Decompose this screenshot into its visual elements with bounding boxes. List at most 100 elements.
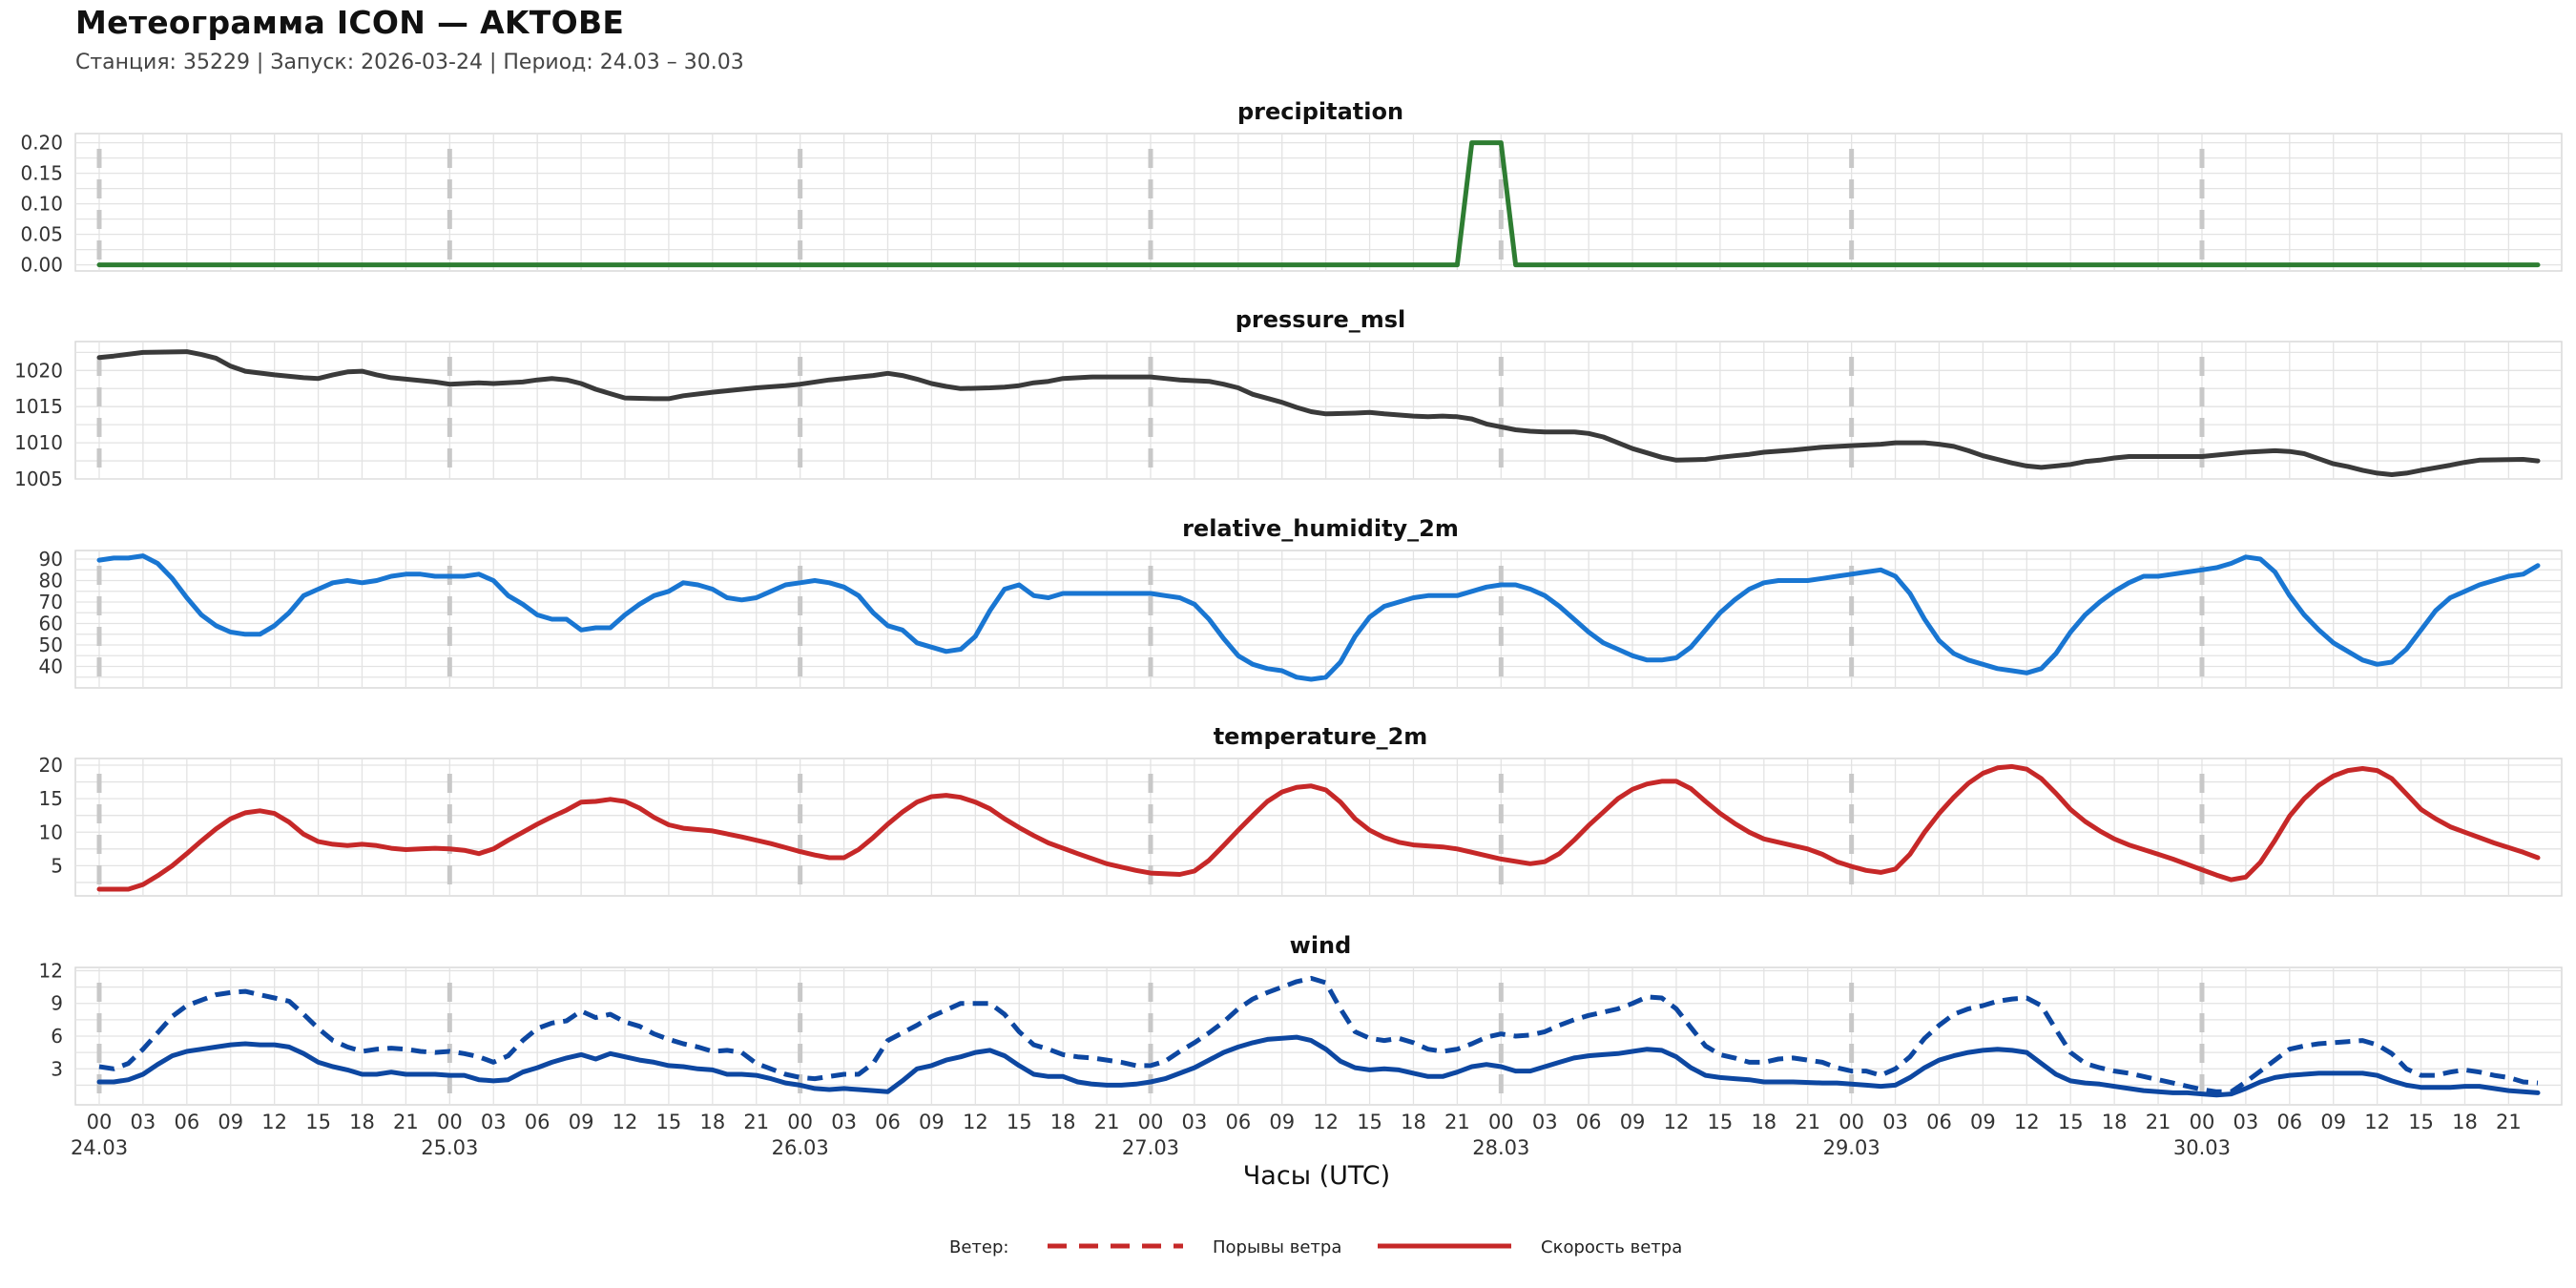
y-tick-label: 60 bbox=[39, 613, 63, 635]
x-tick-hour-label: 09 bbox=[1269, 1111, 1295, 1133]
x-tick-hour-label: 12 bbox=[613, 1111, 638, 1133]
x-tick-hour-label: 21 bbox=[2146, 1111, 2171, 1133]
x-tick-hour-label: 00 bbox=[1488, 1111, 1514, 1133]
x-tick-hour-label: 03 bbox=[831, 1111, 857, 1133]
y-tick-label: 9 bbox=[51, 992, 63, 1015]
x-tick-hour-label: 03 bbox=[481, 1111, 507, 1133]
x-tick-day-label: 29.03 bbox=[1823, 1136, 1880, 1159]
series-line-temperature_2m bbox=[96, 763, 2541, 892]
y-tick-label: 80 bbox=[39, 570, 63, 592]
x-tick-hour-label: 15 bbox=[1357, 1111, 1382, 1133]
x-tick-hour-label: 18 bbox=[1751, 1111, 1776, 1133]
y-tick-label: 5 bbox=[51, 854, 63, 877]
y-tick-label: 1020 bbox=[14, 359, 63, 382]
x-tick-hour-label: 09 bbox=[919, 1111, 945, 1133]
x-tick-hour-label: 03 bbox=[1882, 1111, 1908, 1133]
x-tick-day-label: 25.03 bbox=[421, 1136, 478, 1159]
series-line-precipitation bbox=[96, 140, 2541, 268]
panel-title-relative_humidity_2m: relative_humidity_2m bbox=[1182, 515, 1459, 542]
x-tick-hour-label: 21 bbox=[2496, 1111, 2522, 1133]
x-tick-hour-label: 12 bbox=[1313, 1111, 1339, 1133]
panel-title-wind: wind bbox=[1290, 932, 1352, 959]
x-tick-day-label: 30.03 bbox=[2173, 1136, 2231, 1159]
y-tick-label: 50 bbox=[39, 634, 63, 656]
x-tick-hour-label: 15 bbox=[1708, 1111, 1734, 1133]
panel-title-temperature_2m: temperature_2m bbox=[1214, 723, 1428, 750]
y-tick-label: 3 bbox=[51, 1057, 63, 1080]
x-tick-hour-label: 12 bbox=[963, 1111, 988, 1133]
x-tick-hour-label: 03 bbox=[1532, 1111, 1558, 1133]
x-tick-hour-label: 09 bbox=[2320, 1111, 2346, 1133]
y-tick-label: 15 bbox=[39, 787, 63, 810]
legend: Ветер: Порывы ветра Скорость ветра bbox=[949, 1237, 1682, 1257]
y-tick-label: 1015 bbox=[14, 395, 63, 418]
y-tick-label: 90 bbox=[39, 548, 63, 571]
panel-frame bbox=[74, 133, 2563, 272]
panel-frame bbox=[74, 550, 2563, 689]
y-tick-label: 0.20 bbox=[20, 132, 63, 155]
x-tick-hour-label: 18 bbox=[699, 1111, 725, 1133]
x-tick-hour-label: 00 bbox=[437, 1111, 463, 1133]
panel-wind: 3 6 9 12 wind bbox=[39, 932, 2563, 1106]
x-tick-hour-label: 06 bbox=[875, 1111, 901, 1133]
chart-title: Метеограмма ICON — AKTOBE bbox=[75, 4, 625, 41]
x-tick-hour-label: 09 bbox=[569, 1111, 594, 1133]
x-tick-hour-label: 06 bbox=[1576, 1111, 1602, 1133]
x-tick-hour-label: 15 bbox=[656, 1111, 682, 1133]
panel-title-precipitation: precipitation bbox=[1237, 98, 1403, 125]
x-tick-hour-label: 18 bbox=[1401, 1111, 1426, 1133]
x-tick-hour-label: 09 bbox=[1970, 1111, 1996, 1133]
x-tick-hour-label: 18 bbox=[2102, 1111, 2128, 1133]
x-tick-hour-label: 18 bbox=[1050, 1111, 1076, 1133]
x-tick-hour-label: 03 bbox=[2233, 1111, 2259, 1133]
x-tick-hour-label: 21 bbox=[743, 1111, 769, 1133]
x-tick-hour-label: 03 bbox=[1182, 1111, 1208, 1133]
x-tick-hour-label: 06 bbox=[174, 1111, 199, 1133]
x-tick-hour-label: 21 bbox=[1094, 1111, 1120, 1133]
legend-label: Порывы ветра bbox=[1213, 1237, 1341, 1257]
series-line-relative_humidity_2m bbox=[96, 553, 2541, 682]
y-tick-label: 0.05 bbox=[20, 223, 63, 246]
y-tick-label: 6 bbox=[51, 1025, 63, 1048]
panel-temperature_2m: 5 10 15 20 temperature_2m bbox=[39, 723, 2563, 897]
x-tick-hour-label: 12 bbox=[2014, 1111, 2040, 1133]
y-tick-label: 0.00 bbox=[20, 254, 63, 277]
x-tick-hour-label: 18 bbox=[349, 1111, 375, 1133]
x-tick-hour-label: 09 bbox=[1620, 1111, 1646, 1133]
legend-title: Ветер: bbox=[949, 1237, 1008, 1257]
x-tick-hour-label: 21 bbox=[1444, 1111, 1470, 1133]
x-tick-day-label: 27.03 bbox=[1122, 1136, 1179, 1159]
panel-precipitation: 0.00 0.05 0.10 0.15 0.20 precipitation bbox=[20, 98, 2563, 277]
y-tick-label: 0.15 bbox=[20, 162, 63, 185]
x-tick-hour-label: 06 bbox=[1926, 1111, 1952, 1133]
series-line-Скорость-ветра bbox=[96, 1034, 2541, 1098]
panel-title-pressure_msl: pressure_msl bbox=[1236, 306, 1406, 333]
x-tick-day-label: 24.03 bbox=[71, 1136, 128, 1159]
x-tick-hour-label: 15 bbox=[1007, 1111, 1032, 1133]
x-tick-hour-label: 12 bbox=[1664, 1111, 1690, 1133]
y-tick-label: 20 bbox=[39, 754, 63, 777]
x-tick-day-label: 26.03 bbox=[772, 1136, 829, 1159]
y-tick-label: 12 bbox=[39, 959, 63, 982]
x-tick-hour-label: 00 bbox=[1138, 1111, 1164, 1133]
x-tick-hour-label: 00 bbox=[1839, 1111, 1864, 1133]
x-tick-hour-label: 00 bbox=[787, 1111, 813, 1133]
y-tick-label: 1010 bbox=[14, 431, 63, 454]
x-tick-hour-label: 12 bbox=[2364, 1111, 2390, 1133]
x-tick-hour-label: 06 bbox=[2276, 1111, 2302, 1133]
x-tick-hour-label: 15 bbox=[2408, 1111, 2434, 1133]
legend-label: Скорость ветра bbox=[1541, 1237, 1682, 1257]
series-line-pressure_msl bbox=[96, 349, 2541, 477]
x-tick-hour-label: 06 bbox=[1225, 1111, 1251, 1133]
x-tick-hour-label: 00 bbox=[87, 1111, 113, 1133]
x-tick-hour-label: 00 bbox=[2190, 1111, 2215, 1133]
x-tick-hour-label: 15 bbox=[2058, 1111, 2084, 1133]
series-line-Порывы-ветра bbox=[98, 975, 2539, 1094]
x-tick-hour-label: 06 bbox=[525, 1111, 551, 1133]
x-tick-hour-label: 12 bbox=[261, 1111, 287, 1133]
y-tick-label: 0.10 bbox=[20, 193, 63, 216]
x-tick-hour-label: 03 bbox=[131, 1111, 156, 1133]
x-tick-hour-label: 09 bbox=[218, 1111, 243, 1133]
y-tick-label: 1005 bbox=[14, 467, 63, 490]
